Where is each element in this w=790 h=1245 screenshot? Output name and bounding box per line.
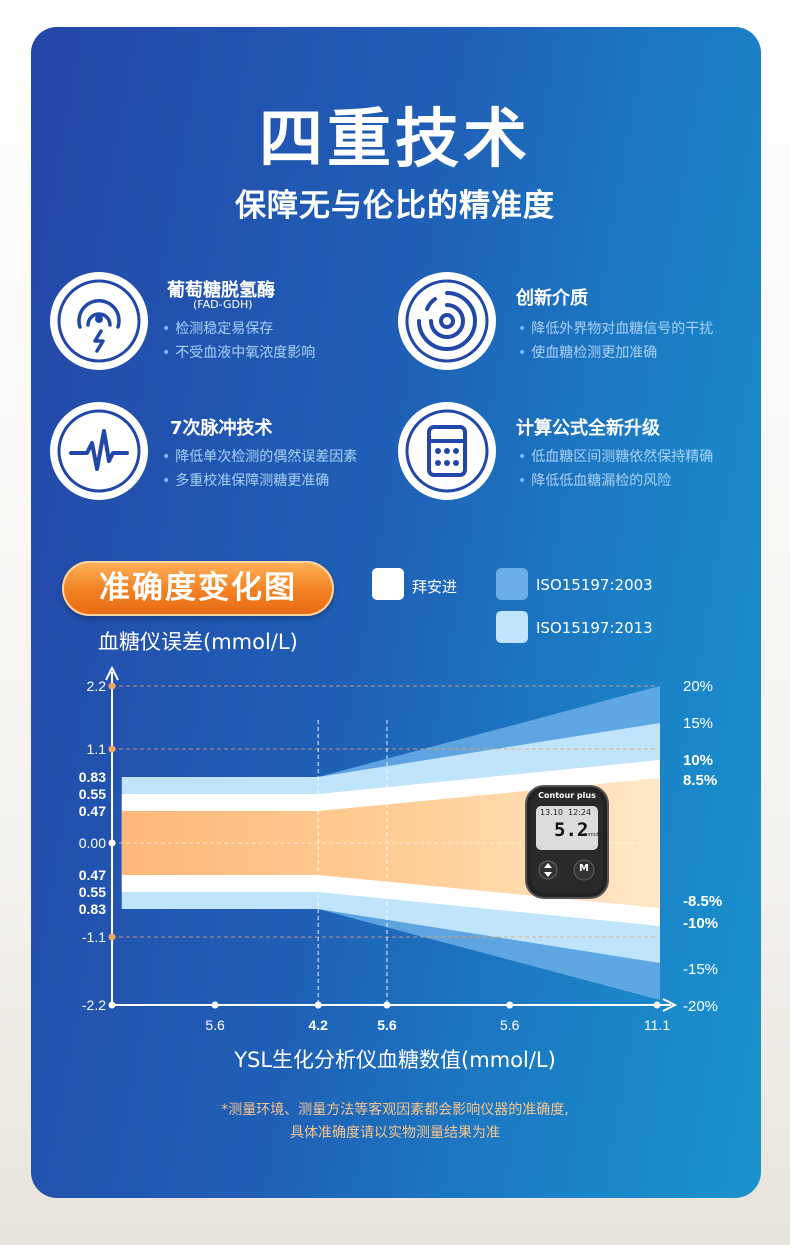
legend-label: 拜安进 <box>412 578 458 596</box>
right-percent-label: 8.5% <box>683 772 717 789</box>
feature-title-formula: 计算公式全新升级 <box>516 418 660 439</box>
y-tick-label: 0.83 <box>79 769 106 785</box>
x-tick-dot <box>211 1001 219 1009</box>
pulse-wave-icon <box>50 402 148 500</box>
feature-sub-enzyme: (FAD-GDH) <box>193 298 253 311</box>
y-tick-label: 0.47 <box>79 803 106 819</box>
feature-line: 检测稳定易保存 <box>162 318 273 338</box>
meter-time: 12:24 <box>568 808 592 817</box>
y-tick-label: 1.1 <box>87 741 107 757</box>
y-tick-label: 2.2 <box>87 678 107 694</box>
y-tick-dot <box>108 682 116 690</box>
meter-reading: 5.2 <box>554 819 589 841</box>
y-tick-label: 0.00 <box>79 835 106 851</box>
y-tick-label: 0.55 <box>79 786 106 802</box>
x-tick-label: 4.2 <box>308 1017 328 1033</box>
legend-label: ISO15197:2003 <box>536 576 653 594</box>
meter-unit: mmol/L <box>584 832 603 838</box>
x-tick-label: 5.6 <box>500 1017 520 1033</box>
feature-line: 降低单次检测的偶然误差因素 <box>162 446 357 466</box>
feature-line: 降低外界物对血糖信号的干扰 <box>518 318 713 338</box>
feature-title-pulse: 7次脉冲技术 <box>170 418 273 439</box>
disclaimer-line-2: 具体准确度请以实物测量结果为准 <box>290 1125 500 1141</box>
chart-title: 准确度变化图 <box>62 561 334 616</box>
right-percent-label: 20% <box>683 678 713 695</box>
legend-label: ISO15197:2013 <box>536 619 653 637</box>
page-subtitle: 保障无与伦比的精准度 <box>235 188 555 224</box>
enzyme-signal-icon <box>50 272 148 370</box>
y-tick-label: -1.1 <box>82 929 106 945</box>
legend-swatch-iso2013 <box>496 611 528 643</box>
x-tick-label: 5.6 <box>205 1017 225 1033</box>
meter-date: 13.10 <box>540 808 563 817</box>
x-tick-label: 11.1 <box>644 1017 670 1033</box>
chart-x-axis-label: YSL生化分析仪血糖数值(mmol/L) <box>234 1048 556 1072</box>
x-tick-dot <box>653 1001 661 1009</box>
feature-title-enzyme: 葡萄糖脱氢酶 <box>167 280 275 301</box>
feature-line: 降低低血糖漏检的风险 <box>518 470 671 490</box>
right-percent-label: -15% <box>683 961 718 978</box>
y-tick-label: -2.2 <box>82 997 106 1013</box>
y-axis-arrow <box>105 665 119 681</box>
legend-swatch-bayer <box>372 568 404 600</box>
right-percent-label: -10% <box>683 915 718 932</box>
meter-brand: Contour plus <box>538 791 596 800</box>
x-tick-label: 5.6 <box>377 1017 397 1033</box>
right-percent-label: 10% <box>683 752 713 769</box>
right-percent-label: -8.5% <box>683 893 722 910</box>
feature-line: 多重校准保障测糖更准确 <box>162 470 329 490</box>
legend-swatch-iso2003 <box>496 568 528 600</box>
y-tick-label: 0.47 <box>79 867 106 883</box>
concentric-rings-icon <box>398 272 496 370</box>
feature-line: 使血糖检测更加准确 <box>518 342 657 362</box>
x-tick-dot <box>506 1001 514 1009</box>
y-tick-dot <box>108 933 116 941</box>
feature-line: 不受血液中氧浓度影响 <box>162 342 315 362</box>
right-percent-label: -20% <box>683 998 718 1015</box>
y-tick-label: 0.55 <box>79 884 106 900</box>
x-tick-dot <box>383 1001 391 1009</box>
feature-title-medium: 创新介质 <box>516 288 588 309</box>
chart-y-axis-label: 血糖仪误差(mmol/L) <box>98 630 298 654</box>
y-tick-dot <box>108 839 116 847</box>
y-tick-dot <box>108 745 116 753</box>
right-percent-label: 15% <box>683 715 713 732</box>
calculator-icon <box>398 402 496 500</box>
feature-line: 低血糖区间测糖依然保持精确 <box>518 446 713 466</box>
disclaimer-line-1: *测量环境、测量方法等客观因素都会影响仪器的准确度, <box>221 1102 569 1118</box>
x-tick-dot <box>314 1001 322 1009</box>
y-tick-label: 0.83 <box>79 901 106 917</box>
origin-dot <box>108 1001 116 1009</box>
x-axis-arrow <box>662 998 678 1012</box>
meter-m-button: M <box>579 863 589 874</box>
page-title: 四重技术 <box>259 103 531 177</box>
glucose-meter: Contour plus 13.10 12:24 5.2 mmol/L M <box>522 784 612 900</box>
